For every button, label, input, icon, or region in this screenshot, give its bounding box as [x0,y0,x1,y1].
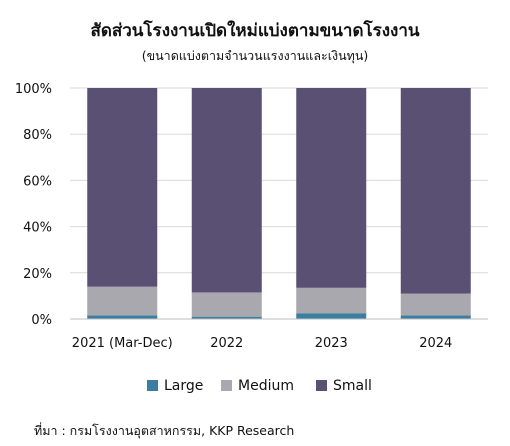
y-tick-label: 80% [23,128,52,143]
bar-small [87,88,158,287]
bar-medium [87,286,158,316]
legend-swatch [147,380,158,391]
y-axis-ticks: 0% 20% 40% 60% 80% 100% [15,82,52,328]
bar-medium [296,287,367,314]
x-tick-label: 2022 [210,336,243,351]
chart-title: สัดส่วนโรงงานเปิดใหม่แบ่งตามขนาดโรงงาน [90,20,419,41]
bar-small [296,88,367,288]
legend-label: Medium [238,378,294,394]
bar-large [87,315,158,319]
legend-label: Large [164,378,203,394]
legend-swatch [316,380,327,391]
x-axis-ticks: 2021 (Mar-Dec) 2022 2023 2024 [72,336,453,351]
x-tick-label: 2023 [315,336,348,351]
y-tick-label: 60% [23,174,52,189]
y-tick-label: 40% [23,221,52,236]
legend: Large Medium Small [147,378,372,394]
bar-small [400,88,471,294]
bar-small [191,88,262,293]
bar-medium [191,292,262,317]
x-tick-label: 2024 [419,336,452,351]
y-tick-label: 20% [23,267,52,282]
bar-medium [400,293,471,316]
bar-large [191,316,262,319]
bars [87,88,471,319]
source-note: ที่มา : กรมโรงงานอุตสาหกรรม, KKP Researc… [34,422,294,439]
y-tick-label: 0% [31,313,52,328]
x-tick-label: 2021 (Mar-Dec) [72,336,173,351]
bar-large [400,315,471,319]
legend-swatch [221,380,232,391]
bar-large [296,313,367,319]
chart-subtitle: (ขนาดแบ่งตามจำนวนแรงงานและเงินทุน) [142,48,369,64]
legend-label: Small [333,378,372,394]
y-tick-label: 100% [15,82,52,97]
